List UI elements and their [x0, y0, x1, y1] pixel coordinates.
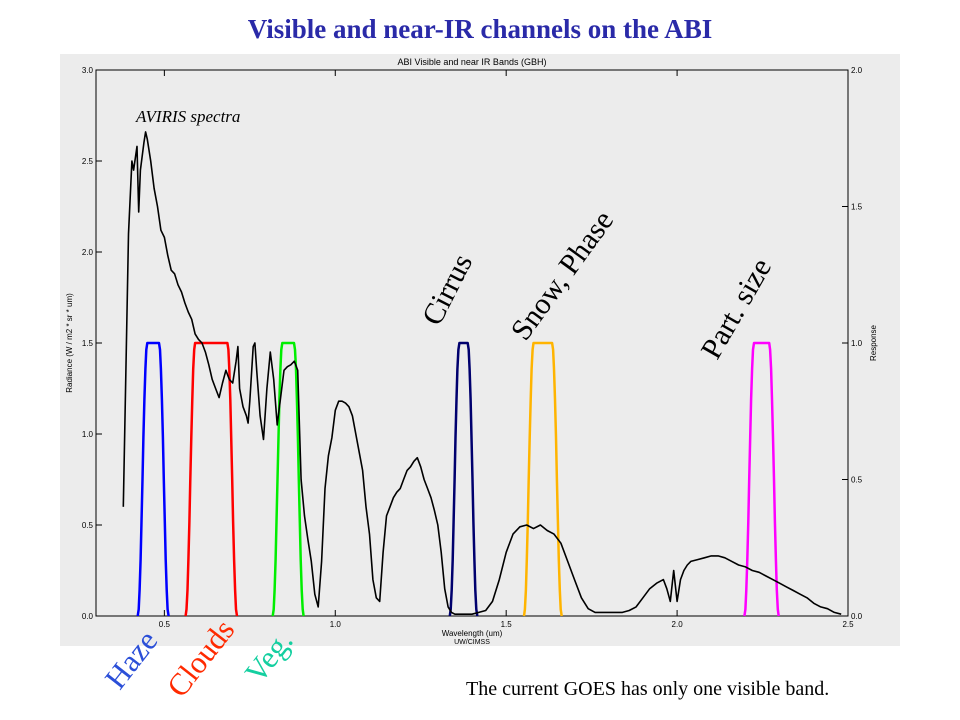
- x-tick-label: 2.5: [842, 620, 854, 629]
- bands-layer: [136, 341, 780, 617]
- y-tick-label: 2.5: [82, 157, 94, 166]
- band-response-curve: [184, 341, 239, 617]
- x-tick-label: 2.0: [672, 620, 684, 629]
- y2-tick-label: 0.5: [851, 476, 863, 485]
- x-tick-label: 1.0: [330, 620, 342, 629]
- band-response-curve: [522, 341, 563, 617]
- y2-tick-label: 1.5: [851, 203, 863, 212]
- y-tick-label: 0.5: [82, 521, 94, 530]
- x-axis-label: Wavelength (um): [442, 629, 503, 638]
- y-axis-label: Radiance (W / m2 * sr * um): [65, 293, 74, 393]
- y-tick-label: 1.0: [82, 430, 94, 439]
- aviris-spectrum-line: [122, 131, 842, 615]
- band-response-curve: [271, 341, 305, 617]
- y2-tick-label: 0.0: [851, 612, 863, 621]
- y-tick-label: 1.5: [82, 339, 94, 348]
- y2-tick-label: 1.0: [851, 339, 863, 348]
- spectrum-layer: [122, 131, 842, 615]
- plot-panel: [60, 54, 900, 646]
- x-axis-sublabel: UW/CIMSS: [454, 639, 490, 646]
- band-response-curve: [136, 341, 170, 617]
- spectrum-chart: ABI Visible and near IR Bands (GBH) Wave…: [65, 57, 878, 646]
- y-tick-label: 3.0: [82, 66, 94, 75]
- band-response-curve: [448, 341, 479, 617]
- axes-layer: 0.5 1.0 1.5 2.0 2.50.00.51.01.52.02.53.00.00…: [82, 66, 863, 629]
- band-response-curve: [743, 341, 780, 617]
- slide-title: Visible and near-IR channels on the ABI: [247, 14, 713, 44]
- x-tick-label: 0.5: [159, 620, 171, 629]
- y2-tick-label: 2.0: [851, 66, 863, 75]
- y-tick-label: 0.0: [82, 612, 94, 621]
- y2-axis-label: Response: [869, 324, 878, 361]
- footnote: The current GOES has only one visible ba…: [466, 678, 830, 700]
- aviris-annotation: AVIRIS spectra: [135, 107, 240, 126]
- chart-title: ABI Visible and near IR Bands (GBH): [398, 57, 547, 67]
- y-tick-label: 2.0: [82, 248, 94, 257]
- x-tick-label: 1.5: [501, 620, 513, 629]
